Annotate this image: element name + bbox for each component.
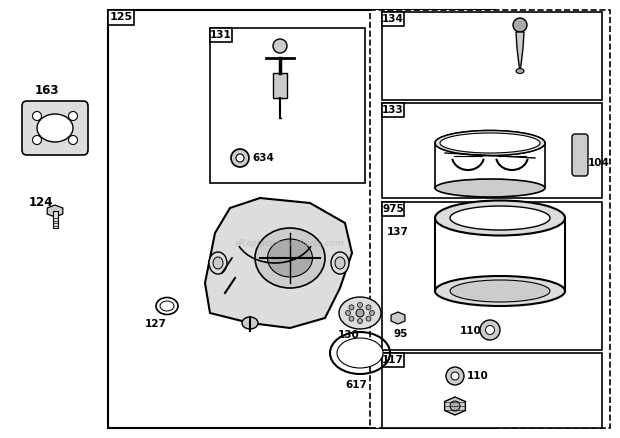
Bar	[53, 211, 58, 228]
Circle shape	[32, 112, 42, 120]
Circle shape	[451, 372, 459, 380]
Circle shape	[450, 401, 460, 411]
Circle shape	[513, 18, 527, 32]
Text: 634: 634	[252, 153, 274, 163]
Text: 133: 133	[382, 105, 404, 115]
Circle shape	[345, 311, 350, 315]
Ellipse shape	[435, 131, 545, 155]
Ellipse shape	[435, 179, 545, 197]
Text: 134: 134	[382, 14, 404, 24]
Circle shape	[32, 135, 42, 145]
Circle shape	[231, 149, 249, 167]
Text: 617: 617	[345, 380, 367, 390]
Bar	[273, 73, 287, 98]
Polygon shape	[47, 205, 63, 217]
Bar	[382, 12, 404, 26]
Text: 125: 125	[110, 13, 133, 22]
Circle shape	[349, 316, 354, 321]
Bar	[382, 202, 602, 350]
Circle shape	[273, 39, 287, 53]
Circle shape	[485, 325, 495, 335]
Polygon shape	[205, 198, 352, 328]
Text: 117: 117	[382, 355, 404, 365]
Bar	[382, 353, 404, 367]
Ellipse shape	[450, 280, 550, 302]
Circle shape	[480, 320, 500, 340]
Ellipse shape	[435, 201, 565, 236]
Text: 110: 110	[460, 326, 482, 336]
Circle shape	[349, 305, 354, 310]
Bar	[382, 103, 602, 198]
Text: 137: 137	[387, 227, 409, 237]
Ellipse shape	[335, 257, 345, 269]
Bar	[370, 10, 610, 428]
FancyBboxPatch shape	[572, 134, 588, 176]
Circle shape	[236, 154, 244, 162]
Ellipse shape	[255, 228, 325, 288]
Ellipse shape	[440, 133, 540, 153]
Ellipse shape	[339, 297, 381, 329]
Text: 163: 163	[35, 84, 60, 96]
Ellipse shape	[450, 206, 550, 230]
Bar	[210, 28, 365, 183]
Polygon shape	[516, 32, 524, 71]
Circle shape	[68, 112, 78, 120]
Text: 110: 110	[467, 371, 489, 381]
Bar	[382, 202, 404, 216]
Bar	[108, 10, 495, 428]
Ellipse shape	[160, 301, 174, 311]
Circle shape	[446, 367, 464, 385]
Circle shape	[358, 303, 363, 307]
Ellipse shape	[331, 252, 349, 274]
Bar	[382, 103, 404, 117]
Ellipse shape	[435, 131, 545, 155]
Text: 131: 131	[210, 30, 232, 40]
FancyBboxPatch shape	[22, 101, 88, 155]
Ellipse shape	[435, 276, 565, 306]
Circle shape	[366, 305, 371, 310]
Bar	[382, 353, 602, 428]
Text: eReplacementParts.com: eReplacementParts.com	[235, 239, 345, 247]
Text: 127: 127	[145, 319, 167, 329]
Text: 95: 95	[394, 329, 409, 339]
Polygon shape	[445, 397, 466, 415]
Ellipse shape	[516, 68, 524, 74]
Polygon shape	[391, 312, 405, 324]
Ellipse shape	[209, 252, 227, 274]
Ellipse shape	[242, 317, 258, 329]
Text: 124: 124	[29, 197, 53, 209]
Ellipse shape	[213, 257, 223, 269]
Circle shape	[356, 309, 364, 317]
Ellipse shape	[37, 114, 73, 142]
Bar	[108, 10, 134, 25]
Circle shape	[370, 311, 374, 315]
Bar	[210, 28, 232, 42]
Circle shape	[358, 318, 363, 324]
Circle shape	[366, 316, 371, 321]
Ellipse shape	[337, 338, 383, 368]
Text: 130: 130	[338, 330, 360, 340]
Circle shape	[68, 135, 78, 145]
Text: 975: 975	[382, 204, 404, 214]
Ellipse shape	[267, 239, 312, 277]
Bar	[382, 12, 602, 100]
Text: 104: 104	[588, 158, 610, 168]
